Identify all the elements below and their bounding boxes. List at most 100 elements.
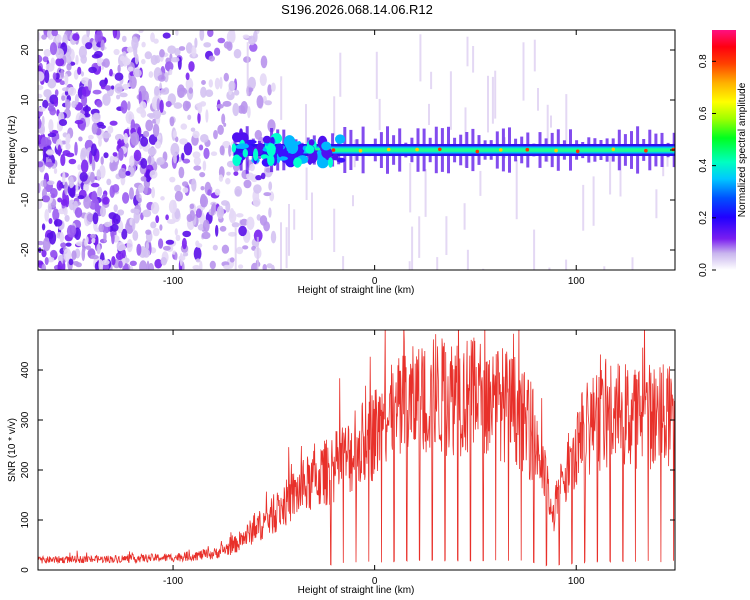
noise-blob bbox=[103, 231, 107, 243]
noise-blob bbox=[52, 72, 57, 80]
noise-blob bbox=[169, 116, 175, 127]
tone-blob bbox=[262, 135, 272, 144]
noise-blob bbox=[129, 155, 135, 167]
noise-blob bbox=[41, 249, 47, 258]
noise-blob bbox=[55, 34, 62, 43]
noise-blob bbox=[137, 126, 142, 137]
x-tick-label: 0 bbox=[372, 276, 378, 287]
noise-blob bbox=[197, 112, 201, 124]
noise-blob bbox=[100, 156, 104, 165]
tone-blob bbox=[260, 154, 269, 160]
noise-blob bbox=[75, 262, 82, 268]
noise-blob bbox=[212, 244, 218, 251]
noise-blob bbox=[219, 225, 227, 232]
noise-streak bbox=[565, 94, 568, 146]
noise-blob bbox=[252, 197, 261, 208]
noise-blob bbox=[147, 147, 157, 156]
colorbar-gradient bbox=[712, 30, 736, 270]
noise-blob bbox=[69, 187, 76, 199]
noise-blob bbox=[41, 263, 46, 270]
noise-blob bbox=[113, 48, 120, 56]
noise-blob bbox=[49, 42, 58, 56]
noise-blob bbox=[88, 66, 97, 74]
noise-blob bbox=[165, 239, 175, 245]
noise-blob bbox=[169, 68, 173, 76]
noise-streak bbox=[603, 266, 606, 270]
noise-blob bbox=[199, 172, 206, 178]
noise-blob bbox=[52, 208, 60, 221]
noise-blob bbox=[243, 179, 252, 189]
noise-blob bbox=[233, 48, 242, 59]
noise-blob bbox=[139, 260, 148, 270]
noise-streak bbox=[546, 104, 549, 162]
noise-blob bbox=[96, 121, 105, 127]
noise-blob bbox=[222, 140, 231, 149]
noise-blob bbox=[102, 132, 112, 139]
x-tick-label: -100 bbox=[163, 576, 183, 587]
noise-blob bbox=[109, 120, 118, 126]
noise-blob bbox=[71, 100, 77, 108]
noise-blob bbox=[238, 225, 247, 237]
noise-blob bbox=[96, 30, 103, 42]
noise-blob bbox=[191, 45, 197, 58]
noise-blob bbox=[74, 141, 78, 156]
noise-blob bbox=[41, 115, 45, 127]
noise-blob bbox=[240, 101, 248, 114]
noise-streak bbox=[565, 259, 568, 270]
noise-blob bbox=[271, 82, 276, 92]
noise-blob bbox=[38, 71, 45, 82]
noise-blob bbox=[90, 182, 100, 188]
tone-blob bbox=[305, 145, 315, 154]
noise-blob bbox=[60, 154, 66, 166]
noise-blob bbox=[38, 84, 44, 91]
noise-blob bbox=[264, 100, 273, 106]
y-tick-label: 300 bbox=[20, 411, 31, 428]
noise-blob bbox=[147, 263, 155, 270]
noise-streak bbox=[466, 249, 469, 270]
noise-blob bbox=[185, 42, 193, 54]
tone-blob bbox=[283, 135, 296, 149]
noise-blob bbox=[63, 207, 68, 217]
y-tick-label: 20 bbox=[20, 44, 31, 56]
tone-blob bbox=[276, 156, 288, 161]
noise-blob bbox=[221, 244, 230, 254]
noise-blob bbox=[118, 167, 127, 179]
noise-blob bbox=[97, 186, 103, 197]
noise-blob bbox=[141, 41, 146, 48]
noise-blob bbox=[192, 265, 201, 270]
noise-blob bbox=[51, 30, 58, 37]
noise-blob bbox=[45, 161, 54, 167]
noise-blob bbox=[226, 41, 233, 51]
noise-blob bbox=[138, 91, 142, 105]
noise-streak bbox=[666, 155, 669, 167]
noise-blob bbox=[267, 84, 272, 96]
noise-blob bbox=[65, 142, 71, 150]
noise-blob bbox=[77, 195, 85, 200]
noise-blob bbox=[208, 55, 215, 62]
noise-blob bbox=[195, 208, 202, 218]
noise-blob bbox=[145, 169, 152, 183]
noise-streak bbox=[411, 226, 414, 270]
tone-peak bbox=[499, 148, 503, 152]
noise-blob bbox=[66, 133, 71, 144]
noise-blob bbox=[91, 238, 96, 244]
noise-streak bbox=[494, 70, 497, 119]
noise-blob bbox=[152, 118, 157, 124]
noise-streak bbox=[537, 88, 539, 111]
noise-blob bbox=[44, 209, 49, 222]
noise-blob bbox=[246, 172, 255, 181]
noise-blob bbox=[188, 61, 195, 72]
tone-peak bbox=[554, 148, 558, 153]
noise-blob bbox=[150, 54, 158, 66]
noise-blob bbox=[158, 238, 164, 249]
noise-blob bbox=[38, 199, 43, 210]
noise-blob bbox=[144, 51, 152, 60]
noise-blob bbox=[259, 73, 267, 86]
noise-blob bbox=[205, 89, 214, 97]
tone-peak bbox=[386, 147, 391, 152]
noise-blob bbox=[77, 164, 82, 171]
noise-blob bbox=[260, 55, 268, 69]
noise-blob bbox=[54, 89, 59, 97]
noise-blob bbox=[225, 177, 231, 185]
